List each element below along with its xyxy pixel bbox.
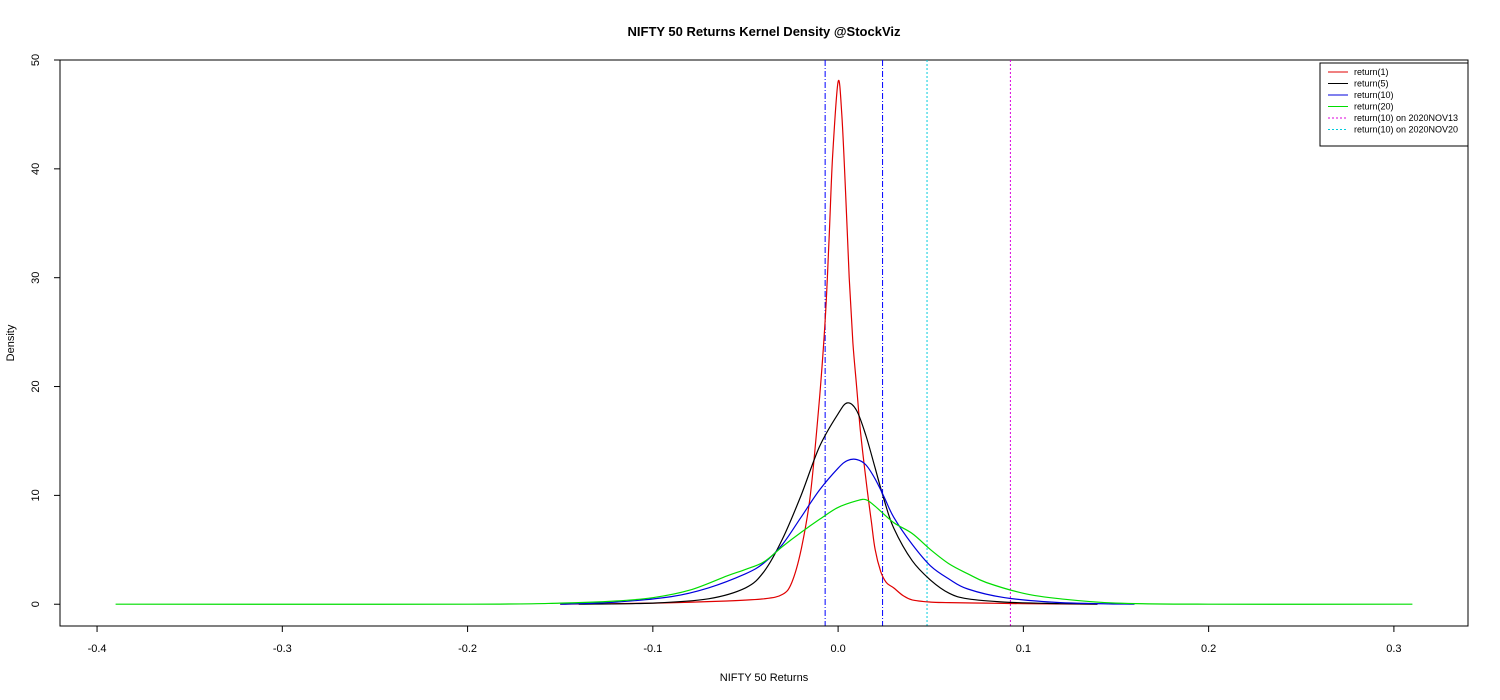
- chart-title: NIFTY 50 Returns Kernel Density @StockVi…: [628, 24, 902, 39]
- y-tick-label: 10: [30, 489, 42, 501]
- x-tick-label: 0.2: [1201, 643, 1216, 655]
- y-tick-label: 20: [30, 380, 42, 392]
- x-tick-label: 0.1: [1016, 643, 1031, 655]
- y-tick-label: 30: [30, 272, 42, 284]
- y-axis-label: Density: [5, 324, 17, 361]
- x-axis-label: NIFTY 50 Returns: [720, 672, 809, 684]
- legend-label: return(10) on 2020NOV20: [1354, 125, 1458, 135]
- y-tick-label: 40: [30, 163, 42, 175]
- x-tick-label: 0.3: [1386, 643, 1401, 655]
- series-line: [578, 402, 1098, 605]
- legend-label: return(10) on 2020NOV13: [1354, 113, 1458, 123]
- x-tick-label: -0.1: [643, 643, 662, 655]
- series-lines: [115, 79, 1413, 605]
- legend-label: return(5): [1354, 79, 1389, 89]
- legend-label: return(10): [1354, 90, 1394, 100]
- series-line: [560, 458, 1135, 605]
- series-line: [115, 498, 1413, 605]
- legend-label: return(1): [1354, 67, 1389, 77]
- legend-label: return(20): [1354, 102, 1394, 112]
- reference-lines: [824, 60, 1011, 626]
- series-line: [560, 79, 1098, 605]
- x-tick-label: -0.3: [273, 643, 292, 655]
- y-tick-label: 50: [30, 54, 42, 66]
- x-tick-label: 0.0: [830, 643, 845, 655]
- legend-box: [1319, 62, 1469, 147]
- y-tick-label: 0: [30, 601, 42, 607]
- x-tick-label: -0.4: [88, 643, 107, 655]
- legend: return(1)return(5)return(10)return(20)re…: [1319, 62, 1469, 147]
- x-tick-label: -0.2: [458, 643, 477, 655]
- x-axis: -0.4 -0.3 -0.2 -0.1 0.0 0.1 0.2 0.3: [88, 625, 1402, 655]
- y-axis: 0 10 20 30 40 50: [30, 54, 61, 607]
- plot-area: [59, 59, 1469, 627]
